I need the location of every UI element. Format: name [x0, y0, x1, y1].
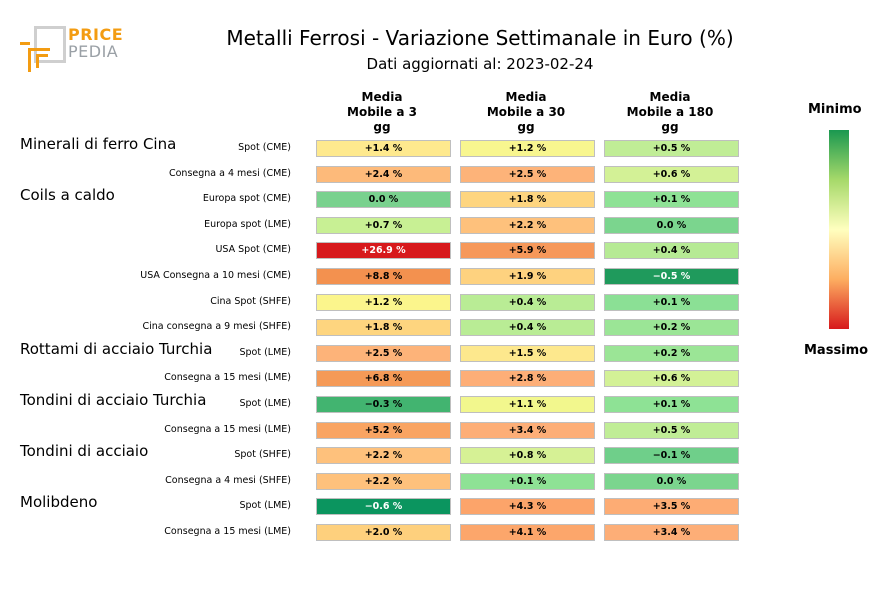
row-label: Consegna a 15 mesi (LME)	[164, 372, 291, 384]
logo-line1: PRICE	[68, 25, 124, 44]
heatmap-cell: +8.8 %	[316, 268, 451, 285]
pricepedia-logo	[20, 26, 66, 72]
row-label: Cina consegna a 9 mesi (SHFE)	[142, 321, 291, 333]
heatmap-cell: +1.8 %	[460, 191, 595, 209]
row-label: Europa spot (LME)	[204, 218, 291, 230]
row-label: Spot (LME)	[239, 398, 291, 409]
logo-text: PRICE PEDIA	[68, 26, 123, 60]
heatmap-cell: +2.0 %	[316, 524, 451, 541]
heatmap-cell: +0.6 %	[604, 165, 739, 183]
color-scale-bar	[829, 130, 849, 329]
row-label: USA Consegna a 10 mesi (CME)	[140, 270, 291, 281]
heatmap-cell: +4.3 %	[460, 498, 595, 516]
heatmap-cell: +0.5 %	[604, 140, 739, 157]
row-label: Spot (LME)	[239, 346, 291, 358]
heatmap-cell: +1.2 %	[316, 293, 451, 311]
heatmap-cell: 0.0 %	[604, 472, 739, 490]
row-label: Consegna a 4 mesi (CME)	[168, 167, 291, 179]
chart-title: Metalli Ferrosi - Variazione Settimanale…	[226, 26, 734, 50]
heatmap-cell: +4.1 %	[460, 524, 595, 541]
heatmap-cell: +0.5 %	[604, 421, 739, 439]
logo-line2: PEDIA	[68, 42, 119, 61]
heatmap-cell: +5.2 %	[316, 421, 451, 439]
group-label: Coils a caldo	[20, 186, 115, 205]
heatmap-cell: +0.1 %	[604, 396, 739, 413]
group-label: Minerali di ferro Cina	[20, 135, 177, 153]
heatmap-cell: +5.9 %	[460, 242, 595, 260]
heatmap-cell: −0.1 %	[604, 447, 739, 465]
column-header-2: Media Mobile a 30 gg	[486, 90, 566, 134]
heatmap-cell: +0.4 %	[604, 242, 739, 260]
row-label: Europa spot (CME)	[202, 193, 291, 205]
heatmap-cell: +1.9 %	[460, 268, 595, 285]
heatmap-cell: −0.6 %	[316, 498, 451, 516]
heatmap-cell: +2.5 %	[460, 165, 595, 183]
heatmap-cell: +0.1 %	[604, 293, 739, 311]
heatmap-cell: −0.5 %	[604, 268, 739, 285]
heatmap-cell: +3.4 %	[460, 421, 595, 439]
heatmap-cell: +26.9 %	[316, 242, 451, 260]
column-header-1: Media Mobile a 3 gg	[347, 90, 417, 134]
heatmap-cell: +6.8 %	[316, 370, 451, 388]
heatmap-cell: +2.5 %	[316, 344, 451, 362]
row-label: Spot (SHFE)	[234, 449, 291, 461]
heatmap-cell: +3.4 %	[604, 524, 739, 541]
group-label: Tondini di acciaio	[20, 442, 149, 461]
heatmap-cell: 0.0 %	[604, 216, 739, 234]
heatmap-cell: −0.3 %	[316, 396, 451, 413]
heatmap-cell: 0.0 %	[316, 191, 451, 209]
heatmap-cell: +3.5 %	[604, 498, 739, 516]
scale-min-label: Minimo	[808, 102, 862, 117]
heatmap-cell: +0.2 %	[604, 319, 739, 337]
row-label: Consegna a 15 mesi (LME)	[164, 423, 291, 435]
heatmap-cell: +1.8 %	[316, 319, 451, 337]
heatmap-cell: +2.4 %	[316, 165, 451, 183]
heatmap-cell: +2.2 %	[460, 216, 595, 234]
heatmap-cell: +0.1 %	[604, 191, 739, 209]
row-label: Spot (CME)	[238, 142, 291, 153]
row-label: Cina Spot (SHFE)	[210, 295, 291, 307]
row-label: Consegna a 15 mesi (LME)	[164, 526, 291, 537]
heatmap-cell: +1.1 %	[460, 396, 595, 413]
heatmap-cell: +0.4 %	[460, 293, 595, 311]
heatmap-cell: +2.8 %	[460, 370, 595, 388]
heatmap-cell: +0.7 %	[316, 216, 451, 234]
heatmap-cell: +2.2 %	[316, 472, 451, 490]
group-label: Rottami di acciaio Turchia	[20, 339, 213, 358]
heatmap-cell: +0.2 %	[604, 344, 739, 362]
group-label: Tondini di acciaio Turchia	[20, 391, 207, 409]
row-label: Spot (LME)	[239, 500, 291, 512]
row-label: Consegna a 4 mesi (SHFE)	[165, 474, 291, 486]
heatmap-cell: +1.4 %	[316, 140, 451, 157]
heatmap-cell: +1.2 %	[460, 140, 595, 157]
heatmap-cell: +0.6 %	[604, 370, 739, 388]
column-header-3: Media Mobile a 180 gg	[626, 90, 714, 134]
row-label: USA Spot (CME)	[215, 244, 291, 256]
heatmap-cell: +1.5 %	[460, 344, 595, 362]
group-label: Molibdeno	[20, 493, 98, 512]
heatmap-cell: +2.2 %	[316, 447, 451, 465]
heatmap-cell: +0.1 %	[460, 472, 595, 490]
heatmap-cell: +0.8 %	[460, 447, 595, 465]
chart-subtitle: Dati aggiornati al: 2023-02-24	[366, 55, 594, 73]
scale-max-label: Massimo	[804, 343, 869, 358]
heatmap-cell: +0.4 %	[460, 319, 595, 337]
